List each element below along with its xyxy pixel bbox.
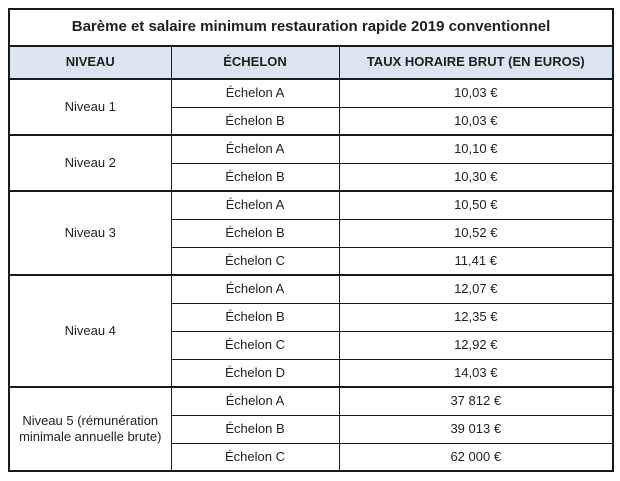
taux-cell: 12,35 € bbox=[338, 302, 614, 332]
table-row: Échelon B 10,03 € bbox=[9, 106, 614, 136]
taux-cell: 10,10 € bbox=[338, 134, 614, 164]
niveau-cell: Niveau 4 bbox=[8, 274, 172, 388]
taux-cell: 62 000 € bbox=[338, 442, 614, 472]
table-row: Échelon B 10,30 € bbox=[9, 162, 614, 192]
table-row: Échelon D 14,03 € bbox=[9, 358, 614, 388]
echelon-cell: Échelon B bbox=[170, 414, 340, 444]
table-header-row: NIVEAU ÉCHELON TAUX HORAIRE BRUT (EN EUR… bbox=[8, 45, 614, 80]
echelon-cell: Échelon B bbox=[170, 106, 340, 136]
taux-cell: 10,30 € bbox=[338, 162, 614, 192]
column-header-echelon: ÉCHELON bbox=[170, 45, 340, 80]
echelon-cell: Échelon D bbox=[170, 358, 340, 388]
taux-cell: 10,03 € bbox=[338, 78, 614, 108]
table-row: Échelon B 10,52 € bbox=[9, 218, 614, 248]
echelon-cell: Échelon A bbox=[170, 386, 340, 416]
taux-cell: 37 812 € bbox=[338, 386, 614, 416]
taux-cell: 12,92 € bbox=[338, 330, 614, 360]
taux-cell: 10,03 € bbox=[338, 106, 614, 136]
table-row: Échelon B 39 013 € bbox=[9, 414, 614, 444]
table-row: Niveau 3 Échelon A 10,50 € bbox=[8, 190, 614, 276]
taux-cell: 10,52 € bbox=[338, 218, 614, 248]
table-row: Échelon C 11,41 € bbox=[9, 246, 614, 276]
taux-cell: 39 013 € bbox=[338, 414, 614, 444]
salary-scale-table: Barème et salaire minimum restauration r… bbox=[7, 8, 615, 472]
table-row: Échelon B 12,35 € bbox=[9, 302, 614, 332]
table-row: Niveau 5 (rémunération minimale annuelle… bbox=[8, 386, 614, 472]
taux-cell: 10,50 € bbox=[338, 190, 614, 220]
taux-cell: 11,41 € bbox=[338, 246, 614, 276]
niveau-cell: Niveau 3 bbox=[8, 190, 172, 276]
column-header-niveau: NIVEAU bbox=[8, 45, 172, 80]
niveau-cell: Niveau 2 bbox=[8, 134, 172, 192]
echelon-cell: Échelon C bbox=[170, 246, 340, 276]
echelon-cell: Échelon C bbox=[170, 442, 340, 472]
echelon-cell: Échelon B bbox=[170, 218, 340, 248]
taux-cell: 12,07 € bbox=[338, 274, 614, 304]
echelon-cell: Échelon A bbox=[170, 134, 340, 164]
column-header-taux: TAUX HORAIRE BRUT (EN EUROS) bbox=[338, 45, 614, 80]
echelon-cell: Échelon B bbox=[170, 162, 340, 192]
table-row: Niveau 1 Échelon A 10,03 € bbox=[8, 78, 614, 136]
echelon-cell: Échelon C bbox=[170, 330, 340, 360]
table-title-row: Barème et salaire minimum restauration r… bbox=[7, 8, 615, 47]
niveau-cell: Niveau 5 (rémunération minimale annuelle… bbox=[8, 386, 172, 472]
niveau-cell: Niveau 1 bbox=[8, 78, 172, 136]
echelon-cell: Échelon A bbox=[170, 190, 340, 220]
taux-cell: 14,03 € bbox=[338, 358, 614, 388]
table-row: Échelon C 62 000 € bbox=[9, 442, 614, 472]
table-row: Niveau 2 Échelon A 10,10 € bbox=[8, 134, 614, 192]
table-row: Échelon C 12,92 € bbox=[9, 330, 614, 360]
echelon-cell: Échelon A bbox=[170, 274, 340, 304]
table-row: Niveau 4 Échelon A 12,07 € bbox=[8, 274, 614, 388]
echelon-cell: Échelon B bbox=[170, 302, 340, 332]
echelon-cell: Échelon A bbox=[170, 78, 340, 108]
table-title: Barème et salaire minimum restauration r… bbox=[7, 8, 615, 47]
